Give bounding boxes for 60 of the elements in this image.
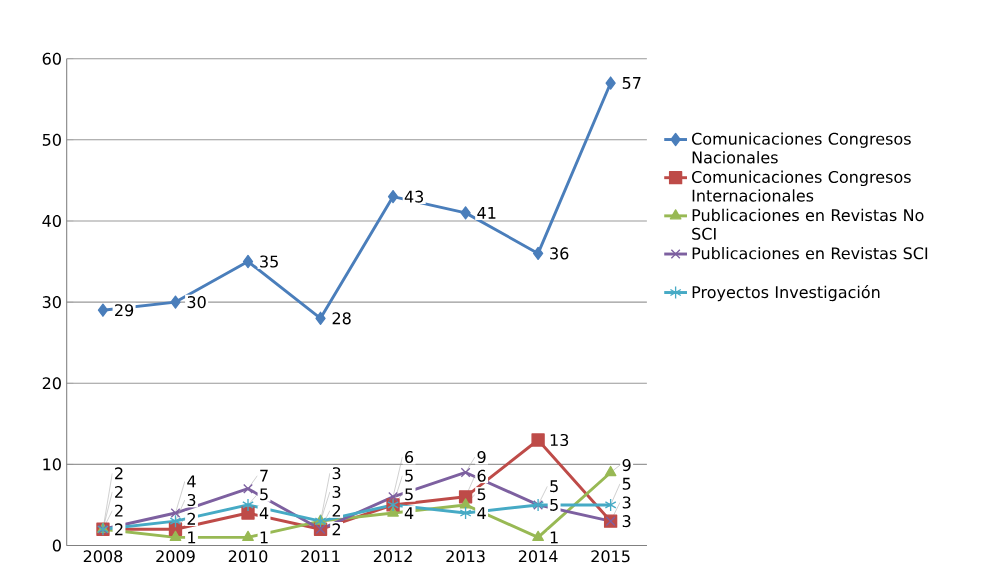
data-label: 6 — [477, 469, 486, 482]
data-label: 5 — [405, 469, 413, 482]
data-label: 7 — [260, 470, 268, 482]
x-tick-label: 2008 — [83, 550, 123, 563]
legend-label: Publicaciones en Revistas No SCI — [692, 209, 924, 241]
y-tick-label: 60 — [42, 52, 61, 65]
data-label: 3 — [332, 467, 341, 480]
legend-label: Publicaciones en Revistas SCI — [692, 247, 928, 260]
data-label: 30 — [187, 296, 206, 309]
data-label: 3 — [622, 496, 631, 509]
data-label: 4 — [259, 507, 269, 520]
data-label: 5 — [622, 478, 631, 490]
data-label: 4 — [404, 507, 414, 520]
data-label: 41 — [477, 207, 496, 219]
data-label: 2 — [115, 467, 123, 480]
data-label: 2 — [115, 486, 123, 499]
data-label: 5 — [550, 480, 558, 493]
data-label: 3 — [187, 494, 196, 507]
x-tick-label: 2010 — [228, 550, 268, 563]
data-label: 29 — [115, 304, 134, 317]
data-label: 43 — [404, 190, 424, 203]
data-label: 3 — [622, 515, 631, 528]
x-tick-label: 2014 — [518, 550, 558, 563]
y-tick-label: 10 — [43, 458, 61, 471]
data-label: 2 — [332, 523, 341, 536]
data-label: 3 — [332, 486, 341, 499]
y-tick-label: 0 — [52, 539, 61, 552]
legend-label: Comunicaciones Congresos Internacionales — [692, 170, 911, 202]
data-label: 1 — [550, 531, 558, 544]
data-label: 5 — [550, 499, 558, 512]
data-label: 6 — [405, 451, 414, 464]
data-label: 9 — [622, 459, 631, 472]
x-tick-label: 2009 — [156, 550, 195, 563]
data-label: 36 — [550, 247, 569, 260]
x-tick-label: 2011 — [301, 550, 340, 563]
y-tick-label: 40 — [42, 215, 61, 228]
data-label: 4 — [187, 475, 196, 488]
data-label: 1 — [260, 531, 268, 544]
data-label: 5 — [477, 488, 486, 501]
data-label: 2 — [332, 504, 341, 517]
data-label: 2 — [187, 513, 195, 525]
data-label: 57 — [622, 77, 641, 90]
legend-label: Comunicaciones Congresos Nacionales — [692, 132, 911, 164]
y-tick-label: 30 — [42, 296, 61, 309]
data-label: 4 — [477, 507, 486, 520]
data-label: 9 — [477, 451, 486, 464]
data-label: 13 — [550, 434, 569, 447]
x-tick-label: 2013 — [446, 550, 485, 563]
y-tick-label: 50 — [42, 134, 61, 147]
data-label: 35 — [260, 255, 278, 268]
data-label: 2 — [115, 523, 123, 536]
data-label: 5 — [405, 488, 413, 501]
data-label: 28 — [332, 312, 351, 325]
x-tick-label: 2012 — [373, 550, 412, 563]
data-label: 5 — [260, 488, 268, 501]
data-label: 1 — [188, 531, 196, 544]
x-tick-label: 2015 — [591, 550, 630, 563]
data-label: 2 — [115, 504, 123, 517]
y-tick-label: 20 — [42, 377, 61, 390]
legend-label: Proyectos Investigación — [692, 285, 880, 302]
